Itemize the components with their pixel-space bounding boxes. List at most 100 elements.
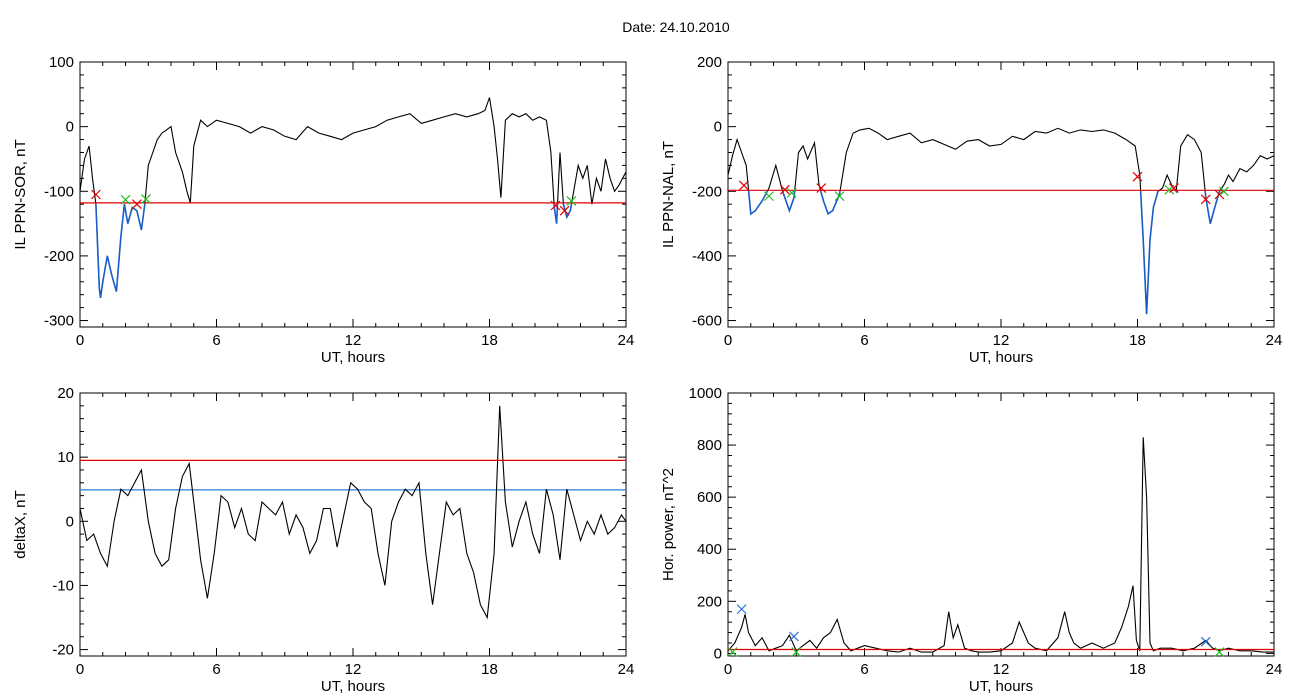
green-x-marker — [727, 647, 738, 658]
y-tick-label: 400 — [697, 541, 722, 558]
x-tick-label: 18 — [1129, 332, 1146, 349]
marker-stroke — [120, 194, 131, 205]
y-axis-label: Hor. power, nT^2 — [660, 468, 677, 581]
series-line — [728, 437, 1274, 653]
plot-frame — [727, 61, 1275, 328]
red-x-marker — [1132, 171, 1143, 182]
series-below-threshold — [94, 202, 593, 299]
x-tick-label: 6 — [212, 661, 220, 678]
red-x-marker — [1214, 189, 1225, 200]
marker-stroke — [131, 199, 142, 210]
x-axis-label: UT, hours — [321, 678, 385, 695]
green-x-marker — [566, 196, 577, 206]
marker-stroke — [141, 194, 151, 204]
panel-deltax: 0 6 12 18 24 -20 -10 0 10 20 UT, hours deltaX, nT — [12, 385, 634, 695]
green-x-marker — [764, 191, 774, 202]
marker-stroke — [1132, 171, 1143, 182]
y-tick-label: -300 — [44, 313, 74, 330]
panel-il-ppn-nal: 0 6 12 18 24 -600 -400 -200 0 200 UT, hours IL PPN-… — [660, 54, 1282, 366]
x-tick-label: 18 — [481, 332, 498, 349]
x-tick-label: 18 — [481, 661, 498, 678]
plot-frame — [79, 392, 627, 657]
y-tick-label: 600 — [697, 489, 722, 506]
green-x-marker — [834, 191, 845, 202]
y-axis-label: deltaX, nT — [12, 490, 29, 558]
marker-stroke — [566, 196, 577, 206]
panel-hor-power: 0 6 12 18 24 0 200 400 600 800 1000 UT, hours Hor. p… — [660, 385, 1282, 695]
green-x-marker — [1219, 186, 1229, 197]
y-tick-label: 200 — [697, 54, 722, 71]
y-tick-label: 100 — [49, 54, 74, 71]
red-x-marker — [1168, 183, 1179, 193]
y-tick-label: 1000 — [689, 385, 722, 402]
red-x-marker — [739, 180, 749, 191]
x-tick-label: 6 — [212, 332, 220, 349]
x-tick-label: 24 — [618, 332, 635, 349]
marker-stroke — [789, 631, 799, 642]
x-axis-label: UT, hours — [321, 349, 385, 366]
y-tick-label: 20 — [57, 385, 74, 402]
green-x-marker — [786, 187, 797, 198]
marker-stroke — [1200, 636, 1211, 647]
y-tick-label: 0 — [714, 119, 722, 136]
y-tick-label: 200 — [697, 593, 722, 610]
y-tick-label: -200 — [692, 183, 722, 200]
green-x-marker — [141, 194, 151, 204]
y-tick-label: -200 — [44, 248, 74, 265]
x-tick-label: 6 — [860, 661, 868, 678]
figure-title: Date: 24.10.2010 — [622, 19, 730, 35]
marker-stroke — [1219, 186, 1229, 197]
blue-x-marker — [789, 631, 799, 642]
plot-frame — [79, 61, 627, 328]
marker-stroke — [1214, 189, 1225, 200]
x-tick-label: 0 — [724, 661, 732, 678]
x-axis-label: UT, hours — [969, 678, 1033, 695]
blue-x-marker — [1200, 636, 1211, 647]
series-below-threshold — [747, 190, 1222, 315]
x-tick-label: 6 — [860, 332, 868, 349]
green-x-marker — [120, 194, 131, 205]
marker-stroke — [727, 647, 738, 658]
red-x-marker — [779, 184, 790, 195]
plot-frame — [727, 392, 1275, 657]
y-tick-label: 0 — [66, 513, 74, 530]
x-tick-label: 12 — [345, 661, 362, 678]
red-x-marker — [91, 189, 101, 200]
x-tick-label: 12 — [993, 661, 1010, 678]
panel-il-ppn-sor: 0 6 12 18 24 -300 -200 -100 0 100 UT, hours IL PPN-… — [12, 54, 634, 366]
marker-stroke — [736, 604, 747, 615]
y-axis-label: IL PPN-NAL, nT — [660, 141, 677, 248]
y-tick-label: -600 — [692, 313, 722, 330]
y-tick-label: -20 — [52, 642, 74, 659]
red-x-marker — [550, 200, 561, 211]
marker-stroke — [786, 187, 797, 198]
x-tick-label: 24 — [1266, 332, 1283, 349]
y-tick-label: 800 — [697, 437, 722, 454]
red-x-marker — [1200, 194, 1211, 205]
x-tick-label: 0 — [76, 332, 84, 349]
red-x-marker — [131, 199, 142, 210]
y-axis-label: IL PPN-SOR, nT — [12, 139, 29, 249]
x-tick-label: 12 — [993, 332, 1010, 349]
y-tick-label: -100 — [44, 183, 74, 200]
red-x-marker — [816, 183, 827, 193]
marker-stroke — [559, 205, 570, 216]
x-tick-label: 0 — [724, 332, 732, 349]
series-line — [80, 405, 626, 620]
marker-stroke — [1168, 183, 1179, 193]
marker-stroke — [816, 183, 827, 193]
marker-stroke — [1200, 194, 1211, 205]
x-tick-label: 24 — [1266, 661, 1283, 678]
red-x-marker — [559, 205, 570, 216]
marker-stroke — [764, 191, 774, 202]
marker-stroke — [1214, 647, 1225, 658]
series-line — [80, 97, 626, 298]
series-line — [728, 127, 1274, 315]
blue-x-marker — [736, 604, 747, 615]
y-tick-label: 0 — [66, 119, 74, 136]
marker-stroke — [91, 189, 101, 200]
y-tick-label: 0 — [714, 645, 722, 662]
x-tick-label: 12 — [345, 332, 362, 349]
marker-stroke — [779, 184, 790, 195]
